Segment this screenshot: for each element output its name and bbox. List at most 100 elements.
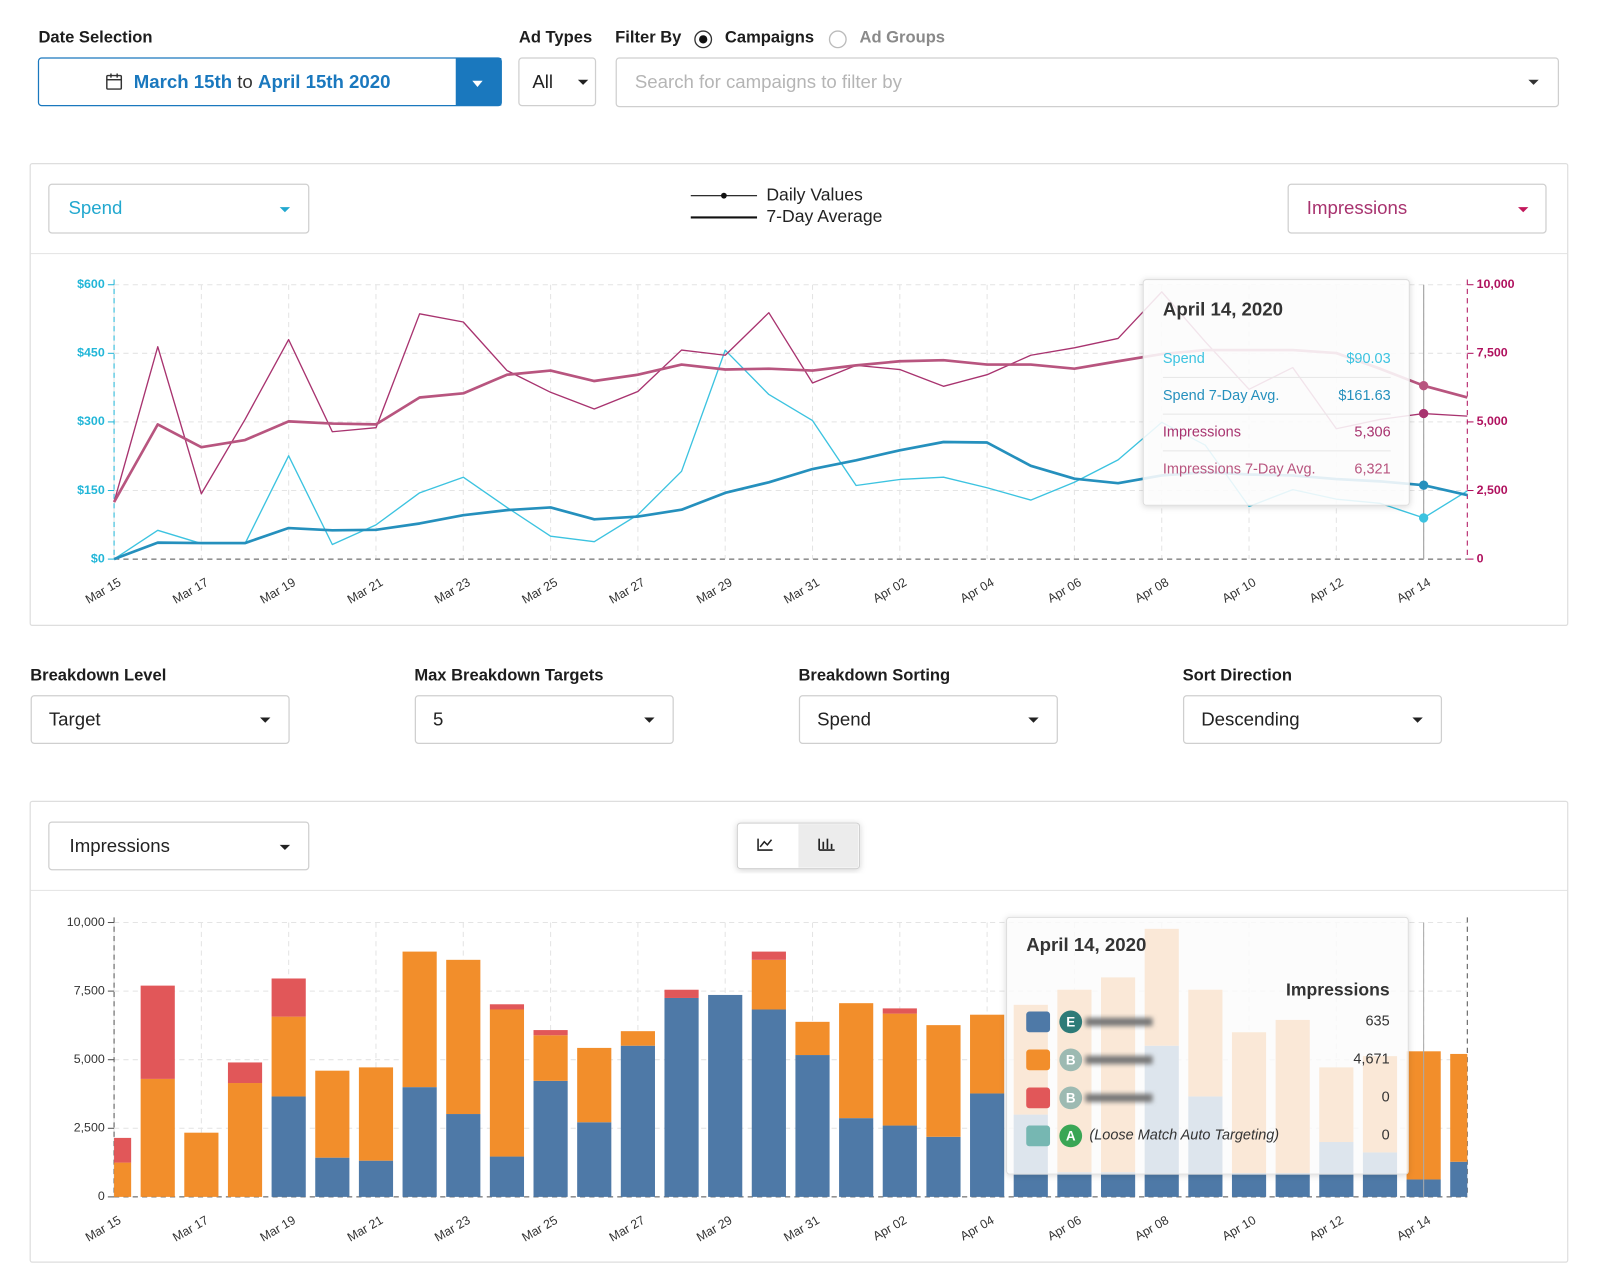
y2-tick-label: 5,000 (1477, 414, 1508, 428)
bar-segment (708, 994, 743, 1197)
bar-segment (970, 1014, 1005, 1094)
series-name: (Loose Match Auto Targeting) (1089, 1128, 1279, 1144)
badge (1059, 1086, 1083, 1110)
bar-segment (839, 1003, 874, 1119)
bar-segment (358, 1160, 394, 1197)
bar-segment (882, 1008, 917, 1014)
metric: Impressions (70, 835, 170, 856)
radio-option[interactable]: Campaigns (694, 28, 814, 49)
badge-letter: B (1066, 1052, 1076, 1067)
ad-types-select[interactable] (518, 57, 597, 107)
hover-marker (1418, 408, 1429, 419)
control-label: Breakdown Sorting (798, 665, 950, 684)
bar-segment (620, 1031, 655, 1046)
bar-segment (795, 1055, 830, 1197)
select-value: Spend (817, 709, 871, 730)
hover-marker (1418, 513, 1429, 523)
bar-segment (402, 1087, 437, 1197)
y-tick-label: $600 (77, 277, 105, 291)
bar-segment (1450, 1161, 1468, 1197)
select-box[interactable] (414, 695, 674, 745)
caret (1518, 207, 1529, 213)
control-label: Max Breakdown Targets (414, 665, 603, 684)
bar-segment (271, 1016, 306, 1097)
bar-segment (140, 985, 175, 1079)
radio-label: Campaigns (725, 28, 814, 47)
caret (279, 844, 291, 851)
date-separator: to (237, 71, 253, 92)
tooltip-box (1142, 279, 1410, 506)
select-value: 5 (433, 709, 443, 730)
tooltip-value: $161.63 (1338, 388, 1390, 404)
bar-segment (184, 1132, 219, 1197)
toggle-active (798, 824, 859, 868)
date-picker[interactable]: March 15th to April 15th 2020 (37, 57, 502, 107)
select-box[interactable] (1182, 695, 1443, 745)
badge-letter: B (1066, 1090, 1076, 1105)
bar-segment (227, 1062, 263, 1084)
bar-segment (533, 1080, 568, 1197)
redacted-name (1085, 1017, 1153, 1027)
y-tick-label: 5,000 (74, 1052, 105, 1066)
radio[interactable] (828, 30, 847, 49)
badge (1059, 1010, 1083, 1034)
right-metric-select[interactable] (1287, 183, 1547, 234)
left-metric: Spend (69, 197, 123, 218)
bar-segment (227, 1083, 263, 1197)
legend-swatch (1026, 1011, 1051, 1033)
ad-types-label: Ad Types (519, 28, 592, 47)
y-tick-label: $0 (91, 551, 105, 565)
bar-segment (402, 951, 437, 1088)
date-end: April 15th 2020 (258, 71, 391, 92)
line-view-button[interactable] (757, 838, 773, 851)
badge (1059, 1048, 1083, 1072)
bar-segment (926, 1025, 961, 1137)
badge-letter: E (1066, 1014, 1075, 1029)
legend-swatch (1026, 1087, 1051, 1109)
y2-tick-label: 0 (1477, 551, 1484, 565)
bar-segment (664, 997, 699, 1197)
tooltip-title: April 14, 2020 (1163, 299, 1283, 320)
caret (260, 717, 271, 723)
tooltip-value: 635 (1365, 1014, 1389, 1030)
bar-segment (795, 1021, 830, 1056)
bar-segment (114, 1137, 132, 1163)
legend-label: Daily Values (766, 184, 863, 204)
tooltip-label: Impressions 7-Day Avg. (1163, 461, 1316, 477)
y-tick-label: 7,500 (74, 983, 105, 997)
date-label: Date Selection (38, 28, 152, 47)
bar-segment (1231, 1173, 1267, 1197)
radio-dot (699, 35, 708, 44)
date-range: March 15th to April 15th 2020 (134, 71, 391, 92)
bar-segment (140, 1078, 175, 1197)
caret (472, 80, 483, 87)
left-metric-select[interactable] (48, 183, 310, 234)
bar-segment (664, 989, 699, 998)
badge-letter: A (1066, 1128, 1076, 1143)
radio-option[interactable]: Ad Groups (828, 28, 946, 49)
tooltip: April 14, 2020 Impressions E 635 B 4,671 B 0 A (L… (1006, 916, 1409, 1175)
y-tick-label: $300 (77, 414, 105, 428)
metric-select[interactable] (48, 821, 310, 871)
bar-segment (446, 1114, 481, 1197)
y-tick-label: 2,500 (74, 1121, 105, 1135)
select-box[interactable] (30, 695, 290, 745)
bar-view-button[interactable] (818, 838, 835, 851)
tooltip-value: 0 (1382, 1090, 1390, 1106)
tooltip-value: 6,321 (1354, 461, 1390, 477)
calendar-icon (106, 73, 123, 90)
bar-segment (446, 959, 481, 1115)
tooltip-value: $90.03 (1346, 351, 1390, 367)
y2-tick-label: 7,500 (1477, 346, 1508, 360)
tooltip-title: April 14, 2020 (1026, 934, 1146, 955)
campaign-search[interactable] (615, 57, 1560, 108)
caret (279, 207, 291, 213)
bar-segment (315, 1157, 350, 1197)
control-label: Breakdown Level (30, 665, 166, 684)
bar-segment (620, 1045, 655, 1197)
filter-by-label: Filter By (615, 28, 682, 47)
select-box[interactable] (798, 695, 1058, 745)
tooltip-value: 4,671 (1353, 1052, 1389, 1068)
bar-segment (1100, 1172, 1136, 1197)
tooltip-value: 0 (1382, 1128, 1390, 1144)
